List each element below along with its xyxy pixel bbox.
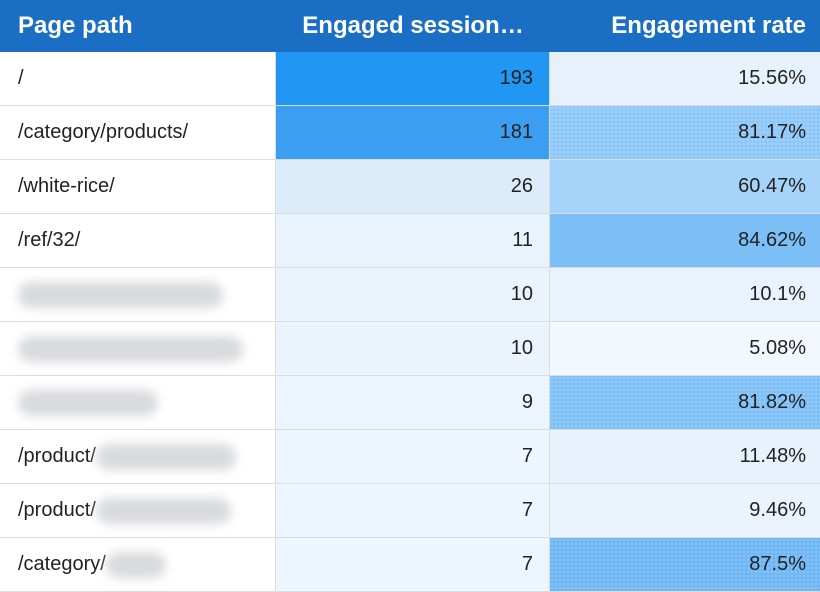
- redacted-path: [95, 497, 231, 524]
- column-header-engaged-sessions[interactable]: Engaged session…: [302, 12, 524, 39]
- table-row: /white-rice/ 26 60.47%: [0, 160, 820, 214]
- table-row: /ref/32/ 11 84.62%: [0, 214, 820, 268]
- page-path-cell: /product/: [0, 430, 275, 483]
- engaged-sessions-cell: 7: [275, 430, 549, 483]
- engagement-rate-cell: 81.17%: [549, 106, 820, 159]
- redacted-path: [18, 281, 223, 308]
- table-row: /product/ 7 11.48%: [0, 430, 820, 484]
- table-row: 10 10.1%: [0, 268, 820, 322]
- engaged-sessions-cell: 9: [275, 376, 549, 429]
- engagement-rate-cell: 9.46%: [549, 484, 820, 537]
- page-path-cell: /category/products/: [0, 106, 275, 159]
- engagement-rate-cell: 87.5%: [549, 538, 820, 591]
- engagement-rate-cell: 84.62%: [549, 214, 820, 267]
- table-row: /product/ 7 9.46%: [0, 484, 820, 538]
- redacted-path: [105, 551, 166, 578]
- engaged-sessions-cell: 7: [275, 538, 549, 591]
- column-header-page-path[interactable]: Page path: [18, 12, 133, 39]
- engagement-rate-cell: 60.47%: [549, 160, 820, 213]
- table-header: Page path Engaged session… Engagement ra…: [0, 0, 820, 52]
- table-row: /category/products/ 181 81.17%: [0, 106, 820, 160]
- page-path-cell: /: [0, 52, 275, 105]
- page-path-cell: [0, 376, 275, 429]
- engaged-sessions-cell: 193: [275, 52, 549, 105]
- engagement-rate-cell: 10.1%: [549, 268, 820, 321]
- redacted-path: [95, 443, 236, 470]
- column-header-engagement-rate[interactable]: Engagement rate: [611, 12, 806, 39]
- engaged-sessions-cell: 181: [275, 106, 549, 159]
- engaged-sessions-cell: 26: [275, 160, 549, 213]
- engagement-rate-cell: 15.56%: [549, 52, 820, 105]
- table-row: /category/ 7 87.5%: [0, 538, 820, 592]
- redacted-path: [18, 335, 243, 362]
- redacted-path: [18, 389, 158, 416]
- table-row: 9 81.82%: [0, 376, 820, 430]
- page-path-cell: /category/: [0, 538, 275, 591]
- engaged-sessions-cell: 11: [275, 214, 549, 267]
- page-path-cell: [0, 268, 275, 321]
- page-path-cell: [0, 322, 275, 375]
- engaged-sessions-cell: 7: [275, 484, 549, 537]
- page-path-cell: /ref/32/: [0, 214, 275, 267]
- engaged-sessions-cell: 10: [275, 322, 549, 375]
- engagement-rate-cell: 81.82%: [549, 376, 820, 429]
- table-row: / 193 15.56%: [0, 52, 820, 106]
- engagement-rate-cell: 5.08%: [549, 322, 820, 375]
- table-row: 10 5.08%: [0, 322, 820, 376]
- page-path-cell: /product/: [0, 484, 275, 537]
- page-path-cell: /white-rice/: [0, 160, 275, 213]
- page-path-text: /product/: [18, 499, 96, 521]
- engaged-sessions-cell: 10: [275, 268, 549, 321]
- engagement-rate-cell: 11.48%: [549, 430, 820, 483]
- page-path-text: /product/: [18, 445, 96, 467]
- page-path-text: /category/: [18, 553, 106, 575]
